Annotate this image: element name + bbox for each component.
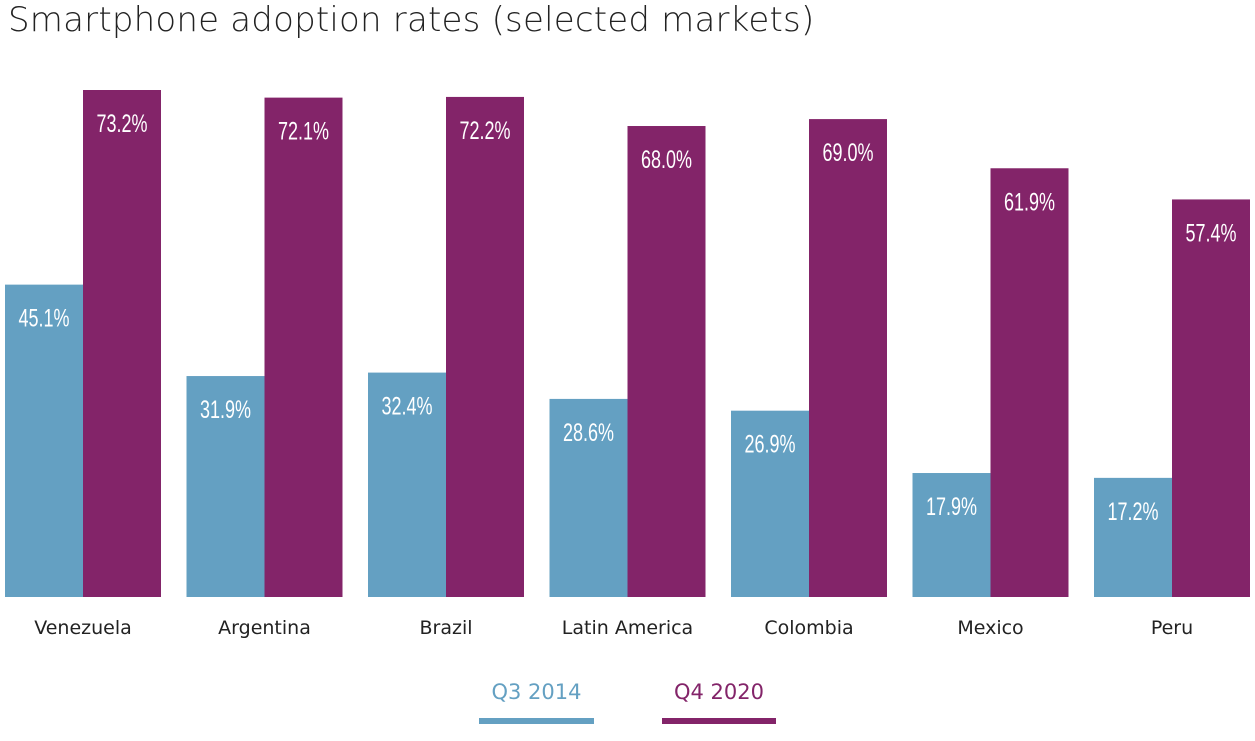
bar-q3-2014-colombia: [731, 410, 809, 597]
data-label: 68.0%: [641, 145, 692, 174]
category-label: Latin America: [562, 617, 693, 639]
bar-q4-2020-colombia: [809, 119, 887, 598]
bar-q3-2014-brazil: [368, 372, 446, 597]
data-label: 45.1%: [18, 304, 69, 333]
category-label: Argentina: [218, 617, 311, 639]
legend-item-q3-2014: Q3 2014: [479, 680, 594, 724]
data-label: 32.4%: [381, 392, 432, 421]
data-label: 31.9%: [200, 395, 251, 424]
category-label: Colombia: [764, 617, 853, 639]
data-label: 73.2%: [96, 109, 147, 138]
bar-q4-2020-mexico: [990, 168, 1069, 597]
bar-q3-2014-venezuela: [5, 284, 83, 597]
legend: Q3 2014 Q4 2020: [0, 680, 1255, 730]
bar-q3-2014-mexico: [912, 473, 991, 597]
bar-q4-2020-venezuela: [83, 90, 161, 597]
data-label: 57.4%: [1185, 218, 1236, 247]
legend-item-q4-2020: Q4 2020: [662, 680, 776, 724]
legend-swatch: [662, 718, 776, 724]
data-label: 72.1%: [278, 117, 329, 146]
category-label: Venezuela: [34, 617, 132, 639]
bar-q3-2014-peru: [1094, 477, 1172, 597]
data-label: 17.2%: [1108, 497, 1159, 526]
bar-q4-2020-argentina: [264, 97, 343, 598]
bar-q4-2020-latin-america: [627, 126, 706, 598]
data-label: 61.9%: [1004, 187, 1055, 216]
bar-q3-2014-argentina: [186, 376, 265, 597]
data-label: 17.9%: [926, 492, 977, 521]
data-label: 69.0%: [822, 138, 873, 167]
data-label: 72.2%: [459, 116, 510, 145]
category-label: Peru: [1151, 617, 1193, 639]
bar-q4-2020-peru: [1172, 199, 1250, 597]
bar-q4-2020-brazil: [446, 96, 524, 597]
data-label: 28.6%: [563, 418, 614, 447]
data-label: 26.9%: [744, 430, 795, 459]
bar-q3-2014-latin-america: [549, 398, 628, 597]
chart-title: Smartphone adoption rates (selected mark…: [8, 0, 815, 40]
category-label: Brazil: [419, 617, 472, 639]
legend-label: Q3 2014: [491, 680, 582, 704]
category-label: Mexico: [957, 617, 1023, 639]
legend-swatch: [479, 718, 594, 724]
legend-label: Q4 2020: [673, 680, 764, 704]
bar-chart: 45.1% 73.2% Venezuela 31.9% 72.1% Argentina 32…: [5, 90, 1250, 639]
